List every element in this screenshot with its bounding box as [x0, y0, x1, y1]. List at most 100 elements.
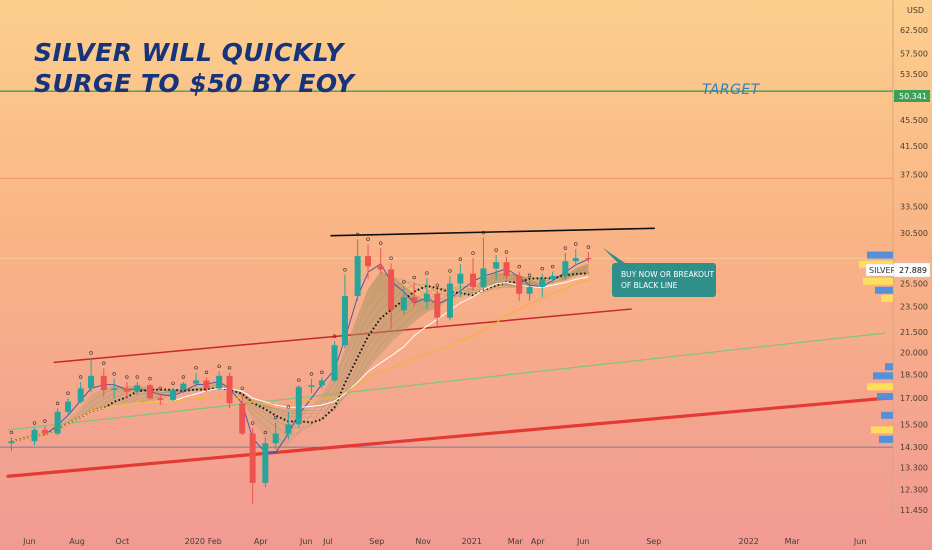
candle: [170, 381, 177, 402]
candle-body: [318, 380, 325, 386]
candle-body: [123, 388, 130, 392]
candle-body: [388, 269, 395, 311]
x-tick-label-17: Jun: [853, 537, 867, 546]
y-tick-label-15: 15.500: [900, 420, 928, 429]
high-marker: [250, 421, 255, 425]
target-tag: 50.341: [894, 90, 930, 102]
x-tick-label-7: Jul: [322, 537, 333, 546]
high-marker: [527, 273, 532, 277]
x-tick-label-6: Jun: [299, 537, 313, 546]
y-tick-label-8: 30.500: [900, 229, 928, 238]
target-label: TARGET: [702, 82, 761, 98]
candle: [285, 405, 292, 440]
y-tick-label-2: 53.500: [900, 70, 928, 79]
y-tick-label-10: 23.500: [900, 303, 928, 312]
x-tick-label-15: 2022: [739, 537, 759, 546]
candle: [562, 246, 569, 280]
candle: [146, 376, 153, 400]
candle-body: [562, 261, 569, 276]
x-tick-label-12: Apr: [531, 537, 546, 546]
candle-body: [503, 262, 510, 276]
candle-body: [203, 380, 210, 389]
high-marker: [297, 378, 301, 382]
high-marker: [550, 264, 555, 269]
candle-body: [526, 286, 533, 294]
candle: [470, 251, 477, 292]
candle-body: [480, 268, 487, 287]
candle: [8, 430, 15, 452]
high-marker: [274, 415, 278, 420]
candle: [400, 280, 407, 314]
callout-pointer: [603, 248, 628, 265]
high-marker: [135, 375, 139, 379]
high-marker: [504, 250, 509, 254]
candle-body: [146, 385, 153, 399]
high-marker: [102, 361, 106, 365]
ribbon-line-5: [11, 266, 589, 444]
high-marker: [494, 248, 498, 252]
candle-body: [77, 388, 84, 402]
high-marker: [43, 419, 47, 423]
volume-profile-bar-6: [885, 363, 893, 371]
high-marker: [148, 376, 152, 381]
candle-body: [226, 375, 233, 404]
high-marker: [574, 242, 578, 246]
candle-body: [88, 375, 95, 389]
candle-body: [493, 262, 500, 269]
candle: [77, 375, 84, 404]
x-tick-label-13: Jun: [576, 537, 590, 546]
candle: [41, 419, 48, 436]
candle: [249, 421, 256, 504]
x-tick-label-11: Mar: [508, 537, 524, 546]
x-tick-label-1: Aug: [69, 537, 85, 546]
candle-body: [434, 293, 441, 318]
candle: [572, 242, 579, 266]
x-tick-label-5: Apr: [254, 537, 269, 546]
callout-line-1: BUY NOW OR BREAKOUT: [621, 270, 715, 279]
candle: [503, 250, 510, 280]
y-tick-label-7: 33.500: [900, 202, 928, 211]
candle: [65, 391, 72, 416]
high-marker: [379, 241, 383, 245]
candle: [318, 370, 325, 389]
y-tick-label-4: 45.500: [900, 116, 928, 125]
candle: [434, 283, 441, 327]
high-marker: [263, 430, 268, 435]
y-tick-label-17: 13.300: [900, 464, 928, 473]
high-marker: [343, 268, 347, 272]
target-price-tag-text: 50.341: [899, 92, 927, 101]
candle: [423, 271, 430, 310]
target-price-tag-box: [894, 90, 930, 102]
candle: [226, 366, 233, 409]
candle: [216, 364, 223, 391]
trendline-2: [6, 396, 887, 478]
candle: [480, 230, 487, 291]
candle-body: [446, 283, 453, 318]
candle-body: [341, 296, 348, 346]
high-marker: [32, 421, 37, 425]
ma-dotted-line: [11, 272, 589, 443]
candle-body: [549, 275, 556, 280]
x-tick-label-10: 2021: [462, 537, 482, 546]
candle: [516, 264, 523, 301]
high-marker: [355, 232, 360, 237]
high-marker: [204, 370, 209, 375]
candle-body: [354, 256, 361, 297]
candle: [354, 232, 361, 301]
high-marker: [435, 283, 439, 287]
high-marker: [425, 271, 429, 275]
x-tick-label-2: Oct: [115, 537, 129, 546]
high-marker: [227, 366, 232, 370]
candle-body: [285, 424, 292, 434]
x-tick-label-8: Sep: [369, 537, 384, 546]
candle-body: [100, 375, 107, 391]
y-tick-label-14: 17.000: [900, 394, 928, 403]
candle-body: [377, 266, 384, 270]
y-tick-label-11: 21.500: [900, 328, 928, 337]
candle: [539, 267, 546, 298]
high-marker: [540, 267, 544, 271]
candle: [157, 386, 164, 405]
candle: [88, 351, 95, 392]
ribbon-line-6: [11, 269, 589, 442]
